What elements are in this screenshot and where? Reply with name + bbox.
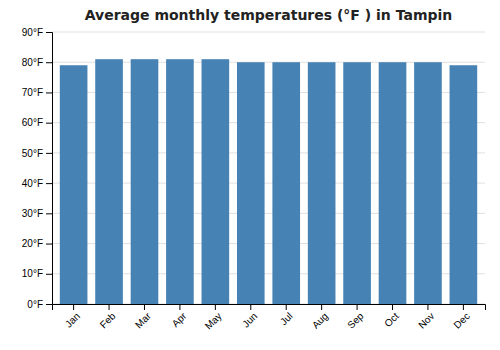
- y-tick-mark: [46, 92, 52, 93]
- bar: [95, 59, 123, 304]
- x-tick: Jun: [240, 304, 259, 330]
- y-tick-mark: [46, 213, 52, 214]
- x-tick-label: Nov: [416, 310, 436, 330]
- x-tick-mark: [144, 304, 145, 310]
- bar: [414, 62, 442, 304]
- bar: [166, 59, 194, 304]
- x-tick-mark: [321, 304, 322, 310]
- x-tick-label: Aug: [310, 310, 330, 330]
- y-axis: 0°F 10°F 20°F 30°F 40°F 50°F 60°F 70°F 80°F 90°F: [22, 27, 53, 310]
- x-tick: Sep: [345, 304, 366, 331]
- bar: [272, 62, 300, 304]
- bar: [450, 65, 478, 304]
- y-tick: 90°F: [22, 27, 52, 38]
- bar: [237, 62, 265, 304]
- bars: [60, 59, 477, 304]
- y-tick-mark: [46, 62, 52, 63]
- x-tick-mark: [286, 304, 287, 310]
- bar: [379, 62, 407, 304]
- x-tick: Feb: [98, 304, 118, 330]
- title: Average monthly temperatures (°F ) in Ta…: [85, 7, 453, 23]
- x-tick-label: May: [203, 310, 224, 331]
- x-axis: Jan Feb Mar Apr May Jun Jul Aug Sep Oct Nov Dec: [53, 304, 486, 332]
- grid: [52, 32, 485, 304]
- y-tick-label: 50°F: [22, 148, 43, 159]
- y-tick-label: 80°F: [22, 57, 43, 68]
- x-tick: May: [203, 304, 224, 332]
- bar: [202, 59, 230, 304]
- y-tick-mark: [46, 274, 52, 275]
- x-tick-mark: [109, 304, 110, 310]
- bar: [343, 62, 371, 304]
- y-tick: 20°F: [22, 238, 52, 249]
- grid-line: [52, 32, 485, 33]
- y-tick-label: 60°F: [22, 117, 43, 128]
- y-tick: 30°F: [22, 208, 52, 219]
- x-tick-mark: [179, 304, 180, 310]
- y-tick: 0°F: [27, 299, 52, 310]
- y-tick: 80°F: [22, 57, 52, 68]
- y-tick-label: 70°F: [22, 87, 43, 98]
- x-tick: Jan: [63, 304, 82, 330]
- y-tick-mark: [46, 123, 52, 124]
- x-tick: Mar: [133, 304, 153, 330]
- x-tick: Apr: [170, 304, 189, 329]
- y-tick: 70°F: [22, 87, 52, 98]
- x-tick: Jul: [278, 304, 295, 327]
- x-tick-mark: [215, 304, 216, 310]
- x-tick-label: Jun: [240, 310, 259, 329]
- y-tick-mark: [46, 244, 52, 245]
- x-tick: Nov: [416, 304, 436, 331]
- bar: [131, 59, 159, 304]
- x-tick-mark: [357, 304, 358, 310]
- y-tick: 60°F: [22, 117, 52, 128]
- y-tick-mark: [46, 153, 52, 154]
- x-tick-label: Oct: [382, 310, 401, 329]
- y-tick: 40°F: [22, 178, 52, 189]
- y-tick-mark: [46, 32, 52, 33]
- x-tick-mark: [392, 304, 393, 310]
- x-tick-label: Mar: [133, 310, 153, 330]
- y-tick-label: 0°F: [27, 299, 43, 310]
- x-tick-mark: [73, 304, 74, 310]
- y-tick: 10°F: [22, 268, 52, 279]
- x-tick-label: Jul: [278, 310, 295, 327]
- bar: [308, 62, 336, 304]
- x-tick-label: Dec: [452, 310, 472, 330]
- x-tick-label: Apr: [170, 310, 189, 329]
- x-tick-label: Feb: [98, 310, 118, 330]
- y-tick-mark: [46, 304, 52, 305]
- y-tick-mark: [46, 183, 52, 184]
- x-tick: Oct: [382, 304, 401, 329]
- x-tick-mark: [427, 304, 428, 310]
- bar: [60, 65, 88, 304]
- y-tick-label: 30°F: [22, 208, 43, 219]
- y-axis-line: [46, 33, 53, 305]
- chart: Jan Feb Mar Apr May Jun Jul Aug Sep Oct Nov Dec 0°F 1…: [0, 0, 500, 350]
- x-tick: Dec: [452, 304, 472, 331]
- plot-area: Jan Feb Mar Apr May Jun Jul Aug Sep Oct Nov Dec 0°F 1…: [22, 27, 486, 332]
- y-tick-label: 10°F: [22, 268, 43, 279]
- x-axis-line: [53, 305, 486, 311]
- x-tick: Aug: [310, 304, 330, 331]
- y-tick-label: 20°F: [22, 238, 43, 249]
- x-tick-mark: [463, 304, 464, 310]
- x-tick-mark: [250, 304, 251, 310]
- y-tick: 50°F: [22, 148, 52, 159]
- y-tick-label: 90°F: [22, 27, 43, 38]
- x-tick-label: Sep: [345, 310, 366, 331]
- y-tick-label: 40°F: [22, 178, 43, 189]
- x-tick-label: Jan: [63, 310, 82, 329]
